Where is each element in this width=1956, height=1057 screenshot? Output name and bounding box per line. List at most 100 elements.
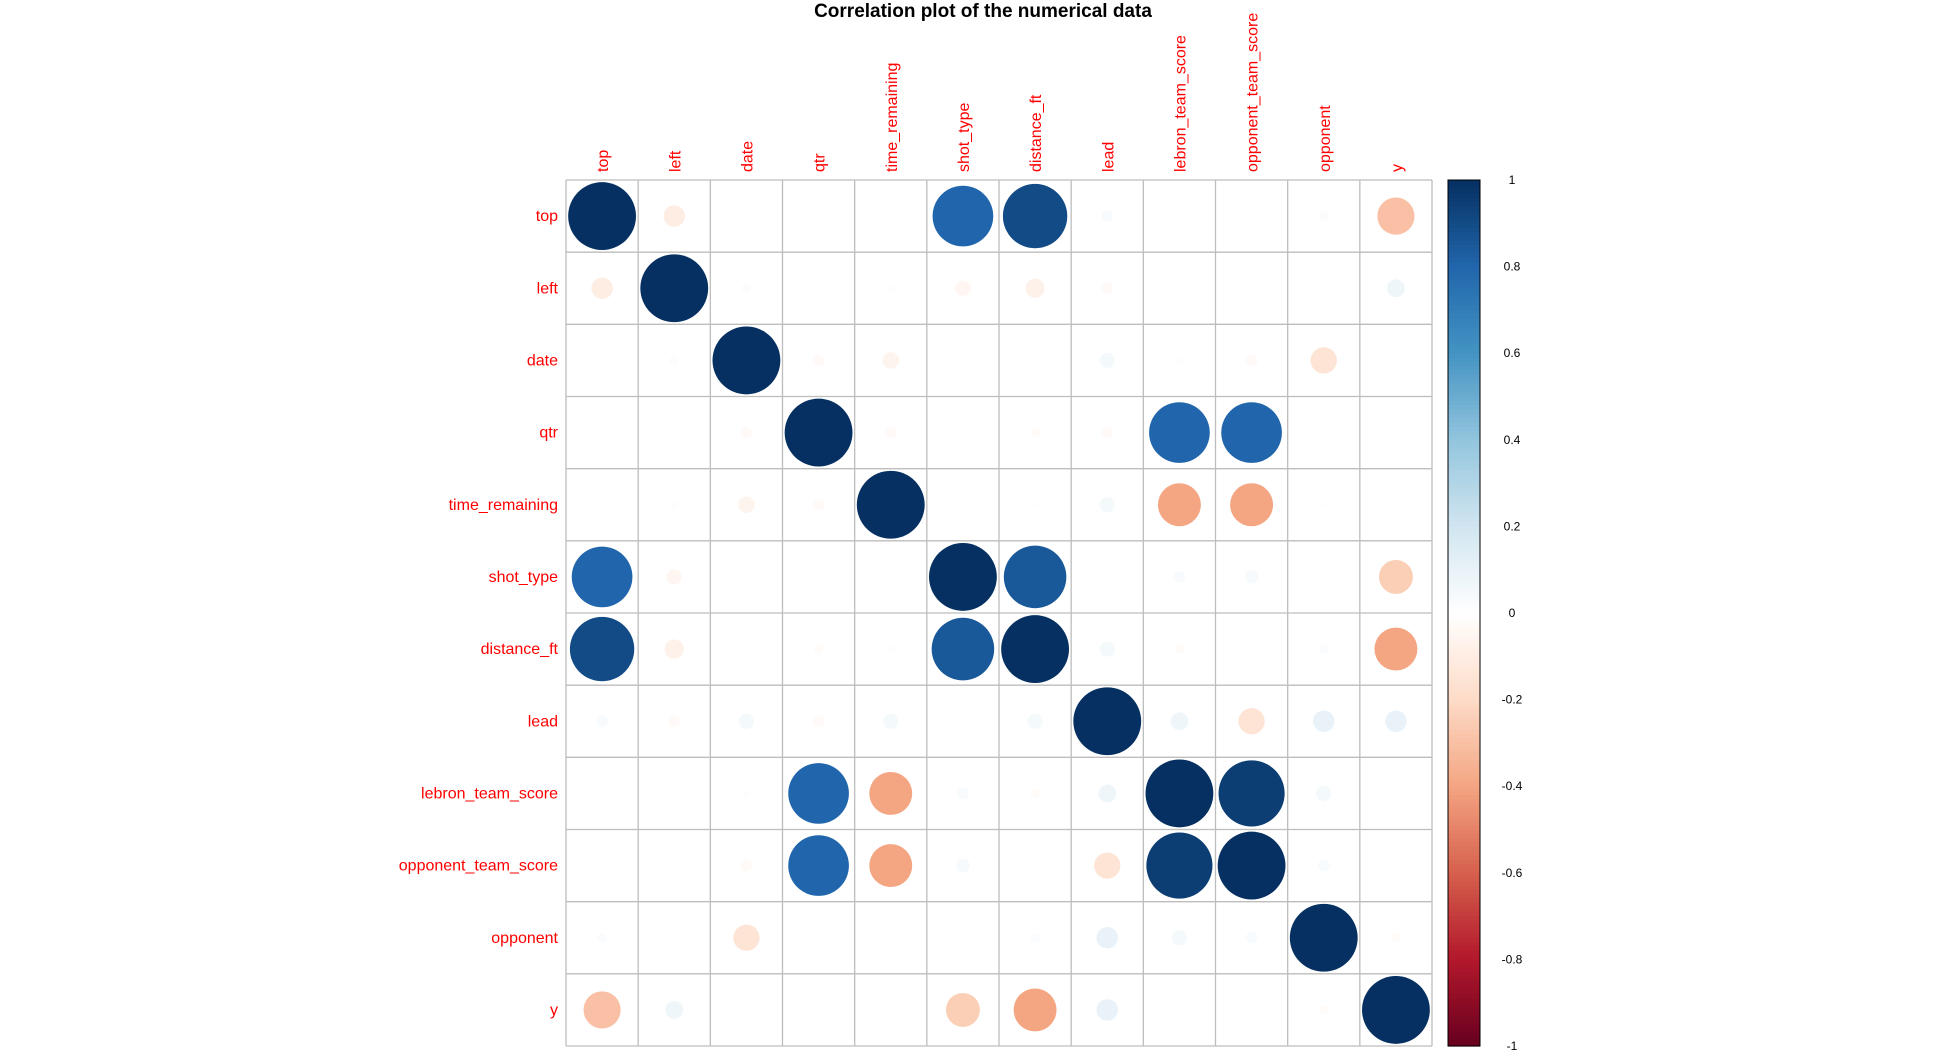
colorbar-segment [1448, 383, 1480, 389]
colorbar-segment [1448, 379, 1480, 385]
colorbar-segment [1448, 699, 1480, 705]
correlation-circle-lead-date [738, 713, 755, 729]
column-label-lead: lead [1100, 142, 1117, 172]
row-label-date: date [527, 352, 558, 369]
correlation-circle-distance_ft-opponent_team_score [1249, 646, 1254, 652]
colorbar-segment [1448, 444, 1480, 450]
colorbar-segment [1448, 955, 1480, 960]
colorbar-segment [1448, 669, 1480, 675]
colorbar-segment [1448, 638, 1480, 644]
colorbar-segment [1448, 236, 1480, 242]
colorbar-segment [1448, 331, 1480, 337]
column-label-opponent_team_score: opponent_team_score [1245, 13, 1262, 172]
colorbar-segment [1448, 578, 1480, 584]
colorbar-segment [1448, 197, 1480, 203]
colorbar-tick-label: -0.2 [1502, 693, 1523, 707]
colorbar-segment [1448, 348, 1480, 354]
correlation-circle-qtr-top [599, 430, 605, 435]
colorbar-segment [1448, 760, 1480, 766]
colorbar-segment [1448, 595, 1480, 601]
correlation-circle-left-left [640, 254, 709, 323]
colorbar-segment [1448, 751, 1480, 757]
correlation-circle-qtr-date [740, 426, 753, 439]
correlation-circle-left-opponent_team_score [1249, 285, 1254, 291]
colorbar-segment [1448, 396, 1480, 402]
colorbar-segment [1448, 989, 1480, 995]
correlation-circle-top-left [663, 205, 685, 227]
colorbar-segment [1448, 205, 1480, 211]
colorbar-segment [1448, 651, 1480, 657]
correlation-circle-qtr-opponent [1321, 430, 1327, 435]
colorbar-segment [1448, 825, 1480, 831]
colorbar-segment [1448, 522, 1480, 527]
correlation-circle-distance_ft-qtr [813, 644, 824, 654]
colorbar-segment [1448, 686, 1480, 692]
colorbar-segment [1448, 301, 1480, 307]
correlation-circle-distance_ft-time_remaining [887, 645, 895, 653]
colorbar-segment [1448, 933, 1480, 939]
correlation-circle-lebron_team_score-opponent_team_score [1218, 760, 1285, 827]
column-label-y: y [1389, 164, 1406, 172]
row-label-lebron_team_score: lebron_team_score [421, 785, 558, 802]
correlation-circle-opponent_team_score-opponent_team_score [1217, 831, 1286, 900]
colorbar-segment [1448, 903, 1480, 909]
row-label-lead: lead [528, 713, 558, 730]
colorbar-segment [1448, 240, 1480, 246]
correlation-circle-shot_type-date [743, 573, 750, 581]
colorbar-segment [1448, 972, 1480, 978]
colorbar-segment [1448, 981, 1480, 986]
correlation-circle-distance_ft-shot_type [931, 617, 995, 681]
colorbar-segment [1448, 448, 1480, 454]
colorbar-segment [1448, 721, 1480, 727]
correlation-circle-qtr-time_remaining [884, 426, 897, 439]
colorbar: 1 0.8 0.6 0.4 0.2 0 -0.2 -0.4 -0.6 -0.8 -1 [1447, 173, 1523, 1053]
colorbar-segment [1448, 353, 1480, 359]
correlation-circle-time_remaining-lead [1099, 497, 1115, 513]
correlation-circle-top-shot_type [932, 185, 994, 247]
row-label-opponent_team_score: opponent_team_score [399, 858, 558, 875]
correlation-circle-opponent_team_score-lebron_team_score [1146, 832, 1213, 899]
colorbar-segment [1448, 773, 1480, 779]
correlation-circle-y-opponent_team_score [1249, 1007, 1254, 1013]
correlation-circle-left-distance_ft [1025, 278, 1045, 298]
correlation-circle-opponent-time_remaining [887, 934, 895, 942]
colorbar-segment [1448, 253, 1480, 259]
row-label-distance_ft: distance_ft [481, 641, 559, 658]
colorbar-segment [1448, 266, 1480, 272]
colorbar-segment [1448, 180, 1480, 185]
correlation-circle-opponent-distance_ft [1030, 932, 1040, 943]
colorbar-segment [1448, 690, 1480, 696]
correlation-circle-opponent_team_score-distance_ft [1032, 863, 1038, 868]
colorbar-segment [1448, 877, 1480, 883]
correlation-circle-qtr-lebron_team_score [1149, 402, 1210, 463]
colorbar-segment [1448, 543, 1480, 549]
correlation-circle-opponent-shot_type [960, 935, 966, 941]
colorbar-segment [1448, 565, 1480, 571]
correlation-circle-qtr-opponent_team_score [1221, 402, 1282, 463]
colorbar-tick-label: 1 [1509, 173, 1516, 187]
correlation-circle-date-shot_type [959, 357, 967, 364]
correlation-circle-date-top [598, 357, 606, 364]
correlation-circle-shot_type-qtr [816, 574, 821, 580]
correlation-circle-y-opponent [1318, 1005, 1329, 1015]
colorbar-segment [1448, 911, 1480, 917]
correlation-circle-top-top [568, 182, 637, 251]
colorbar-tick-label: 0.2 [1504, 519, 1521, 533]
correlation-circle-opponent-y [1391, 932, 1401, 943]
colorbar-segment [1448, 283, 1480, 289]
colorbar-segment [1448, 660, 1480, 666]
colorbar-tick-label: 0 [1509, 606, 1516, 620]
colorbar-segment [1448, 188, 1480, 194]
column-label-shot_type: shot_type [956, 103, 973, 172]
colorbar-segment [1448, 335, 1480, 341]
correlation-circle-lebron_team_score-shot_type [957, 787, 969, 800]
correlation-circle-shot_type-left [666, 569, 682, 585]
correlation-circle-qtr-shot_type [959, 429, 967, 436]
correlation-circle-distance_ft-lebron_team_score [1174, 644, 1185, 654]
correlation-circle-lead-top [596, 715, 608, 728]
colorbar-segment [1448, 357, 1480, 363]
correlation-circle-qtr-distance_ft [1030, 427, 1040, 438]
correlation-circle-top-distance_ft [1002, 183, 1068, 249]
colorbar-segment [1448, 781, 1480, 787]
correlation-circle-y-y [1361, 975, 1430, 1044]
